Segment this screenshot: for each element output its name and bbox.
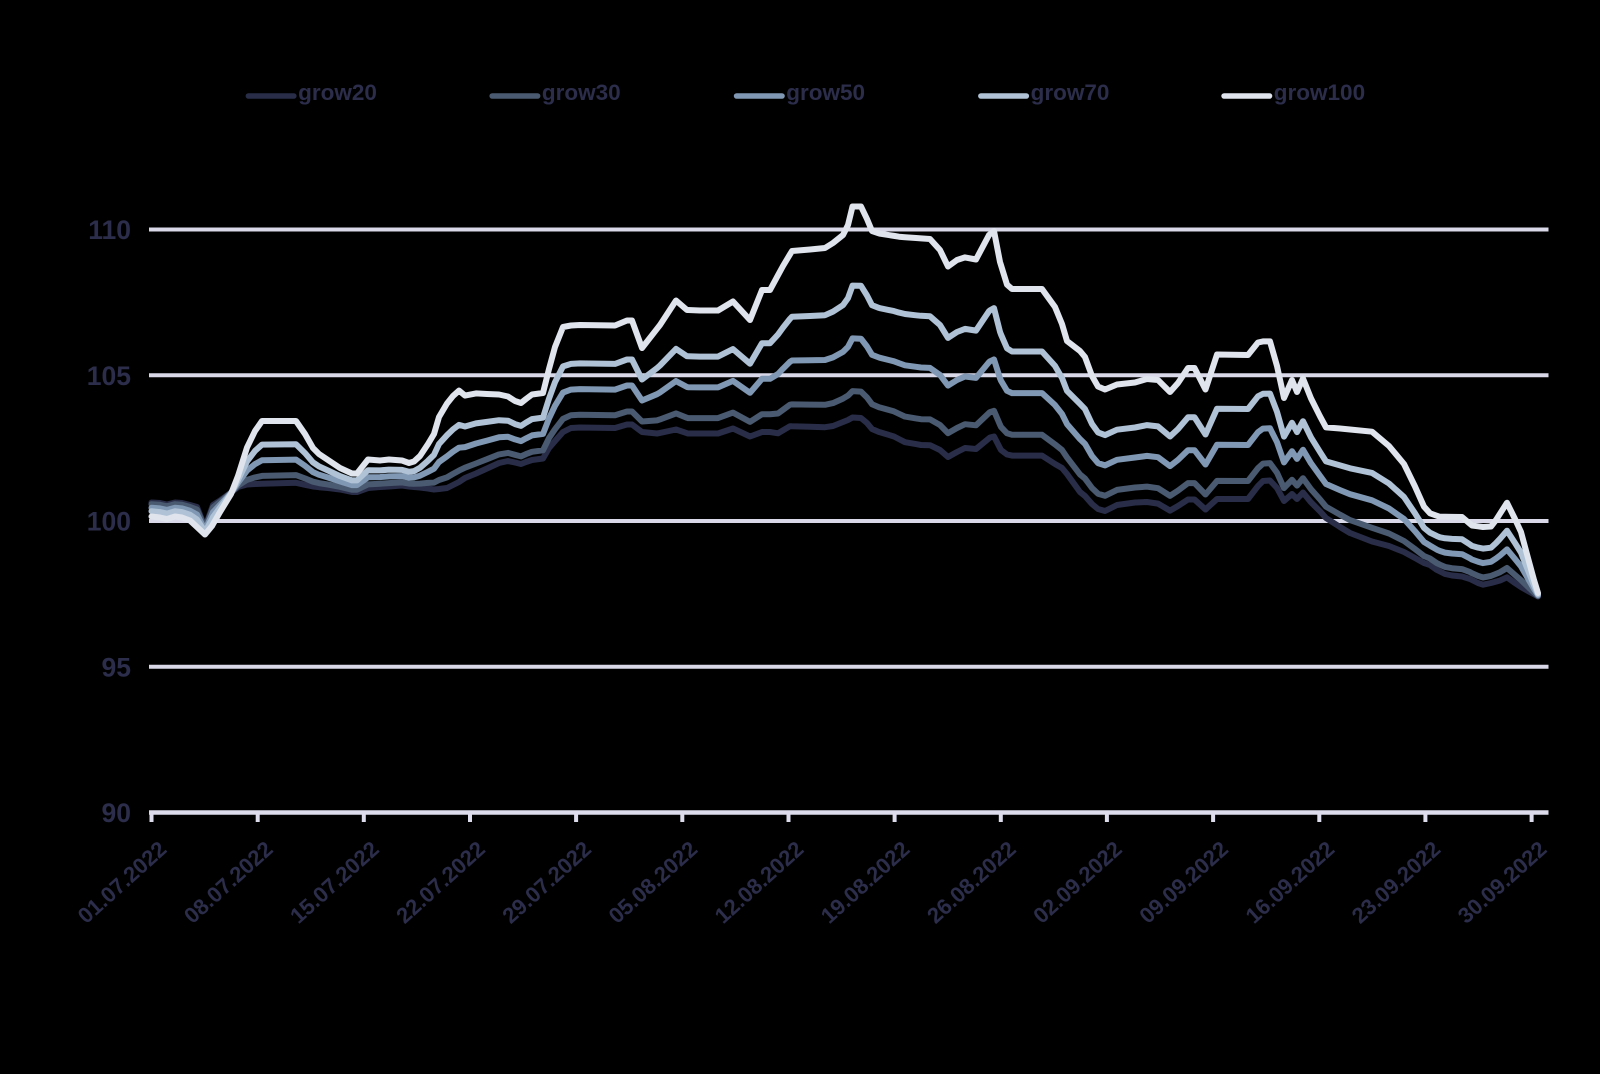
svg-text:grow70: grow70 xyxy=(1031,80,1110,105)
svg-text:95: 95 xyxy=(102,652,131,682)
svg-text:110: 110 xyxy=(88,215,131,245)
svg-text:grow30: grow30 xyxy=(542,80,621,105)
svg-text:105: 105 xyxy=(87,361,131,391)
svg-text:100: 100 xyxy=(87,507,131,537)
svg-text:grow100: grow100 xyxy=(1274,80,1365,105)
svg-text:grow20: grow20 xyxy=(298,80,377,105)
svg-text:90: 90 xyxy=(102,798,131,828)
svg-text:grow50: grow50 xyxy=(786,80,865,105)
